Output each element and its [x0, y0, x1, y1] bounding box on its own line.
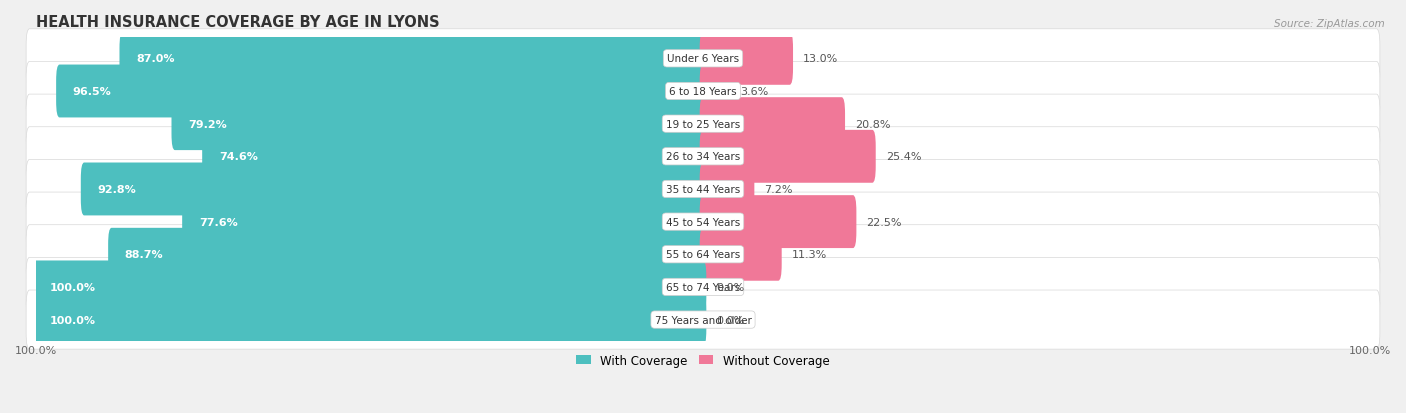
FancyBboxPatch shape [700, 131, 876, 183]
FancyBboxPatch shape [120, 33, 706, 85]
Text: 6 to 18 Years: 6 to 18 Years [669, 87, 737, 97]
Text: 0.0%: 0.0% [716, 282, 745, 292]
Text: 19 to 25 Years: 19 to 25 Years [666, 119, 740, 129]
FancyBboxPatch shape [27, 95, 1379, 154]
FancyBboxPatch shape [183, 196, 706, 249]
Text: 75 Years and older: 75 Years and older [655, 315, 751, 325]
Text: 35 to 44 Years: 35 to 44 Years [666, 185, 740, 195]
FancyBboxPatch shape [108, 228, 706, 281]
FancyBboxPatch shape [700, 163, 755, 216]
Legend: With Coverage, Without Coverage: With Coverage, Without Coverage [572, 349, 834, 371]
Text: 13.0%: 13.0% [803, 54, 838, 64]
FancyBboxPatch shape [32, 261, 706, 313]
FancyBboxPatch shape [27, 160, 1379, 219]
Text: 7.2%: 7.2% [765, 185, 793, 195]
FancyBboxPatch shape [27, 30, 1379, 89]
Text: 0.0%: 0.0% [716, 315, 745, 325]
FancyBboxPatch shape [172, 98, 706, 151]
FancyBboxPatch shape [56, 65, 706, 118]
Text: 26 to 34 Years: 26 to 34 Years [666, 152, 740, 162]
FancyBboxPatch shape [32, 293, 706, 346]
FancyBboxPatch shape [202, 131, 706, 183]
FancyBboxPatch shape [27, 258, 1379, 317]
FancyBboxPatch shape [700, 33, 793, 85]
Text: 25.4%: 25.4% [886, 152, 921, 162]
Text: 22.5%: 22.5% [866, 217, 901, 227]
FancyBboxPatch shape [27, 192, 1379, 252]
Text: 96.5%: 96.5% [73, 87, 111, 97]
Text: 11.3%: 11.3% [792, 250, 827, 260]
Text: HEALTH INSURANCE COVERAGE BY AGE IN LYONS: HEALTH INSURANCE COVERAGE BY AGE IN LYON… [37, 15, 440, 30]
FancyBboxPatch shape [27, 128, 1379, 186]
Text: Source: ZipAtlas.com: Source: ZipAtlas.com [1274, 19, 1385, 28]
Text: 79.2%: 79.2% [188, 119, 226, 129]
FancyBboxPatch shape [27, 290, 1379, 349]
Text: 3.6%: 3.6% [741, 87, 769, 97]
Text: 65 to 74 Years: 65 to 74 Years [666, 282, 740, 292]
FancyBboxPatch shape [700, 65, 730, 118]
Text: 100.0%: 100.0% [49, 282, 96, 292]
FancyBboxPatch shape [700, 228, 782, 281]
Text: 92.8%: 92.8% [97, 185, 136, 195]
FancyBboxPatch shape [700, 98, 845, 151]
FancyBboxPatch shape [27, 225, 1379, 284]
Text: 100.0%: 100.0% [49, 315, 96, 325]
Text: 55 to 64 Years: 55 to 64 Years [666, 250, 740, 260]
FancyBboxPatch shape [80, 163, 706, 216]
Text: 88.7%: 88.7% [125, 250, 163, 260]
Text: 74.6%: 74.6% [219, 152, 257, 162]
Text: 77.6%: 77.6% [198, 217, 238, 227]
Text: 87.0%: 87.0% [136, 54, 174, 64]
FancyBboxPatch shape [27, 62, 1379, 121]
FancyBboxPatch shape [700, 196, 856, 249]
Text: Under 6 Years: Under 6 Years [666, 54, 740, 64]
Text: 45 to 54 Years: 45 to 54 Years [666, 217, 740, 227]
Text: 20.8%: 20.8% [855, 119, 890, 129]
